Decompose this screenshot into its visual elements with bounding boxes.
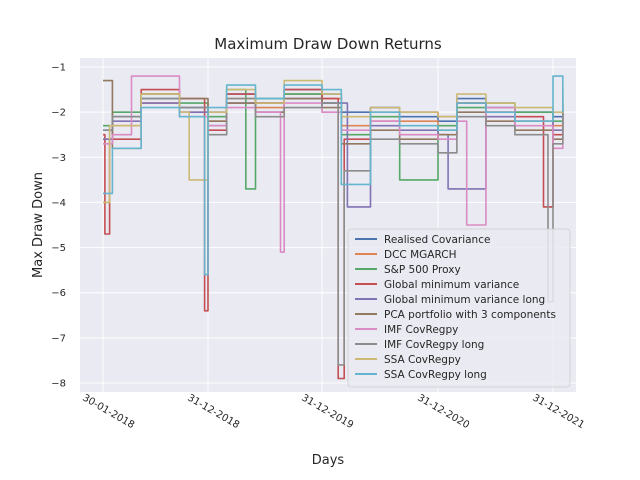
y-tick-label: −1 — [51, 63, 66, 74]
x-tick-label: 31-12-2020 — [415, 393, 471, 432]
y-tick-label: −3 — [51, 153, 66, 164]
y-tick-label: −8 — [51, 378, 66, 389]
series-line — [103, 97, 564, 366]
legend-label: Global minimum variance — [384, 279, 519, 291]
legend-label: Realised Covariance — [384, 234, 490, 246]
x-tick-label: 31-12-2019 — [299, 393, 355, 432]
x-axis-label: Days — [312, 453, 345, 468]
legend-box — [347, 228, 571, 388]
series-line — [103, 75, 564, 276]
y-axis-label: Max Draw Down — [31, 172, 46, 278]
y-tick-label: −6 — [51, 288, 66, 299]
legend-label: DCC MGARCH — [384, 249, 456, 261]
legend-label: IMF CovRegpy — [384, 324, 458, 336]
legend-label: SSA CovRegpy — [384, 354, 461, 366]
series-layer — [103, 75, 564, 380]
legend-label: S&P 500 Proxy — [384, 264, 461, 276]
y-tick-label: −5 — [51, 243, 66, 254]
y-tick-label: −4 — [51, 198, 66, 209]
legend-label: SSA CovRegpy long — [384, 369, 487, 381]
legend-label: Global minimum variance long — [384, 294, 545, 306]
x-tick-label: 31-12-2018 — [185, 393, 241, 432]
chart-title: Maximum Draw Down Returns — [214, 35, 442, 53]
y-tick-label: −2 — [51, 108, 66, 119]
y-tick-label: −7 — [51, 333, 66, 344]
legend-label: IMF CovRegpy long — [384, 339, 484, 351]
legend-label: PCA portfolio with 3 components — [384, 309, 556, 321]
x-tick-label: 31-12-2021 — [530, 393, 586, 432]
legend: Realised Covariance DCC MGARCH S&P 500 Pro… — [347, 228, 571, 388]
x-tick-label: 30-01-2018 — [80, 393, 136, 432]
